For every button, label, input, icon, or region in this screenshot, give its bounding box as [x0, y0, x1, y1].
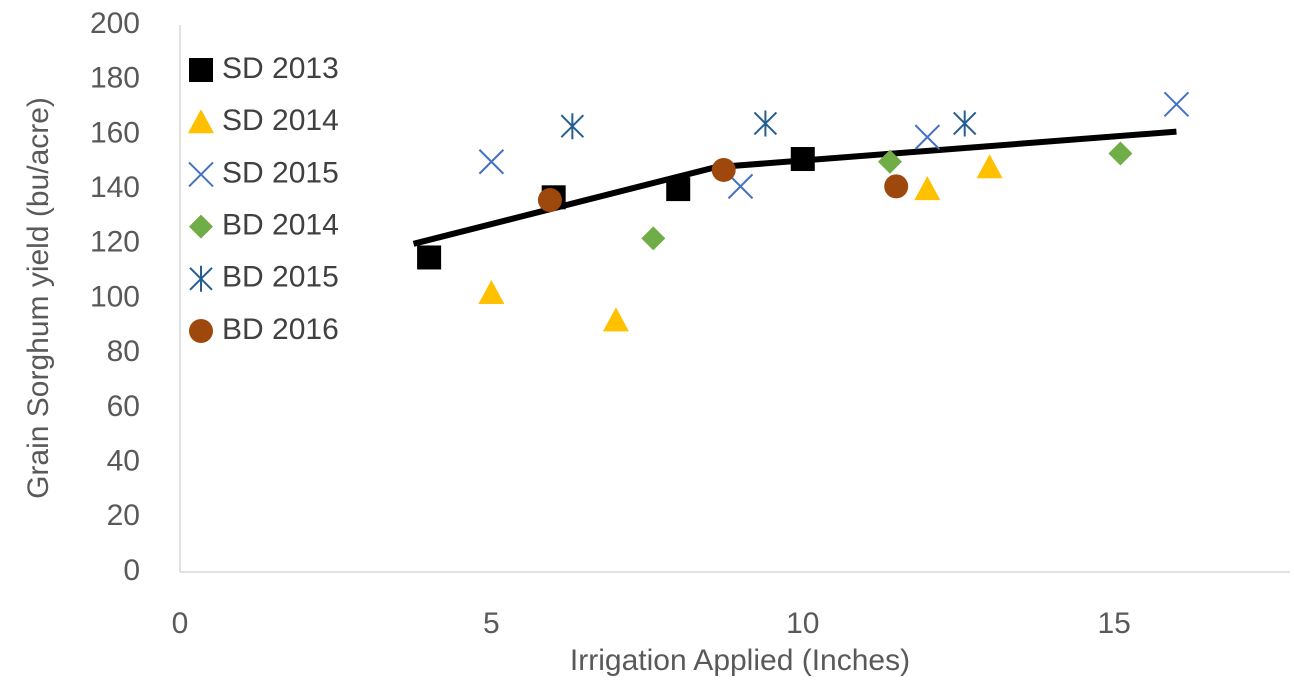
x-axis-title: Irrigation Applied (Inches) [570, 644, 910, 677]
data-point [478, 280, 505, 305]
legend-label: BD 2014 [222, 209, 339, 242]
y-tick-label: 180 [90, 62, 140, 95]
y-tick-label: 160 [90, 116, 140, 149]
y-axis-title: Grain Sorghum yield (bu/acre) [22, 97, 55, 499]
legend-marker [189, 58, 213, 82]
y-tick-label: 100 [90, 280, 140, 313]
data-point [976, 154, 1003, 179]
data-point [666, 177, 691, 202]
legend-label: SD 2014 [222, 104, 339, 137]
x-tick-label: 10 [786, 607, 819, 640]
legend-marker [188, 161, 214, 188]
legend-label: BD 2015 [222, 261, 339, 294]
x-tick-label: 0 [172, 607, 189, 640]
y-tick-label: 120 [90, 226, 140, 259]
legend-marker [189, 265, 213, 292]
legend-marker [189, 319, 213, 343]
data-point [914, 124, 941, 150]
data-point [641, 226, 666, 251]
data-point [478, 149, 505, 175]
data-point [1163, 91, 1190, 118]
data-point [884, 174, 909, 199]
legend-label: SD 2015 [222, 156, 339, 189]
legend-label: BD 2016 [222, 313, 339, 346]
y-tick-label: 200 [90, 7, 140, 40]
x-tick-label: 5 [483, 607, 500, 640]
y-tick-label: 40 [107, 445, 140, 478]
legend-marker [188, 109, 214, 134]
data-point [417, 245, 442, 270]
y-tick-label: 140 [90, 171, 140, 204]
data-point [1108, 141, 1133, 166]
data-point [602, 307, 629, 332]
data-point [537, 188, 562, 213]
data-point [790, 147, 815, 172]
data-point [727, 173, 754, 200]
legend-label: SD 2013 [222, 52, 339, 85]
y-tick-label: 20 [107, 499, 140, 532]
y-tick-label: 60 [107, 390, 140, 423]
y-tick-label: 0 [123, 554, 140, 587]
y-tick-label: 80 [107, 335, 140, 368]
data-point [560, 113, 585, 140]
data-point [877, 149, 902, 174]
data-point [711, 157, 736, 182]
legend-marker [189, 214, 213, 239]
x-tick-label: 15 [1097, 607, 1130, 640]
data-point [952, 110, 977, 137]
data-point [753, 110, 778, 137]
data-point [914, 176, 941, 201]
